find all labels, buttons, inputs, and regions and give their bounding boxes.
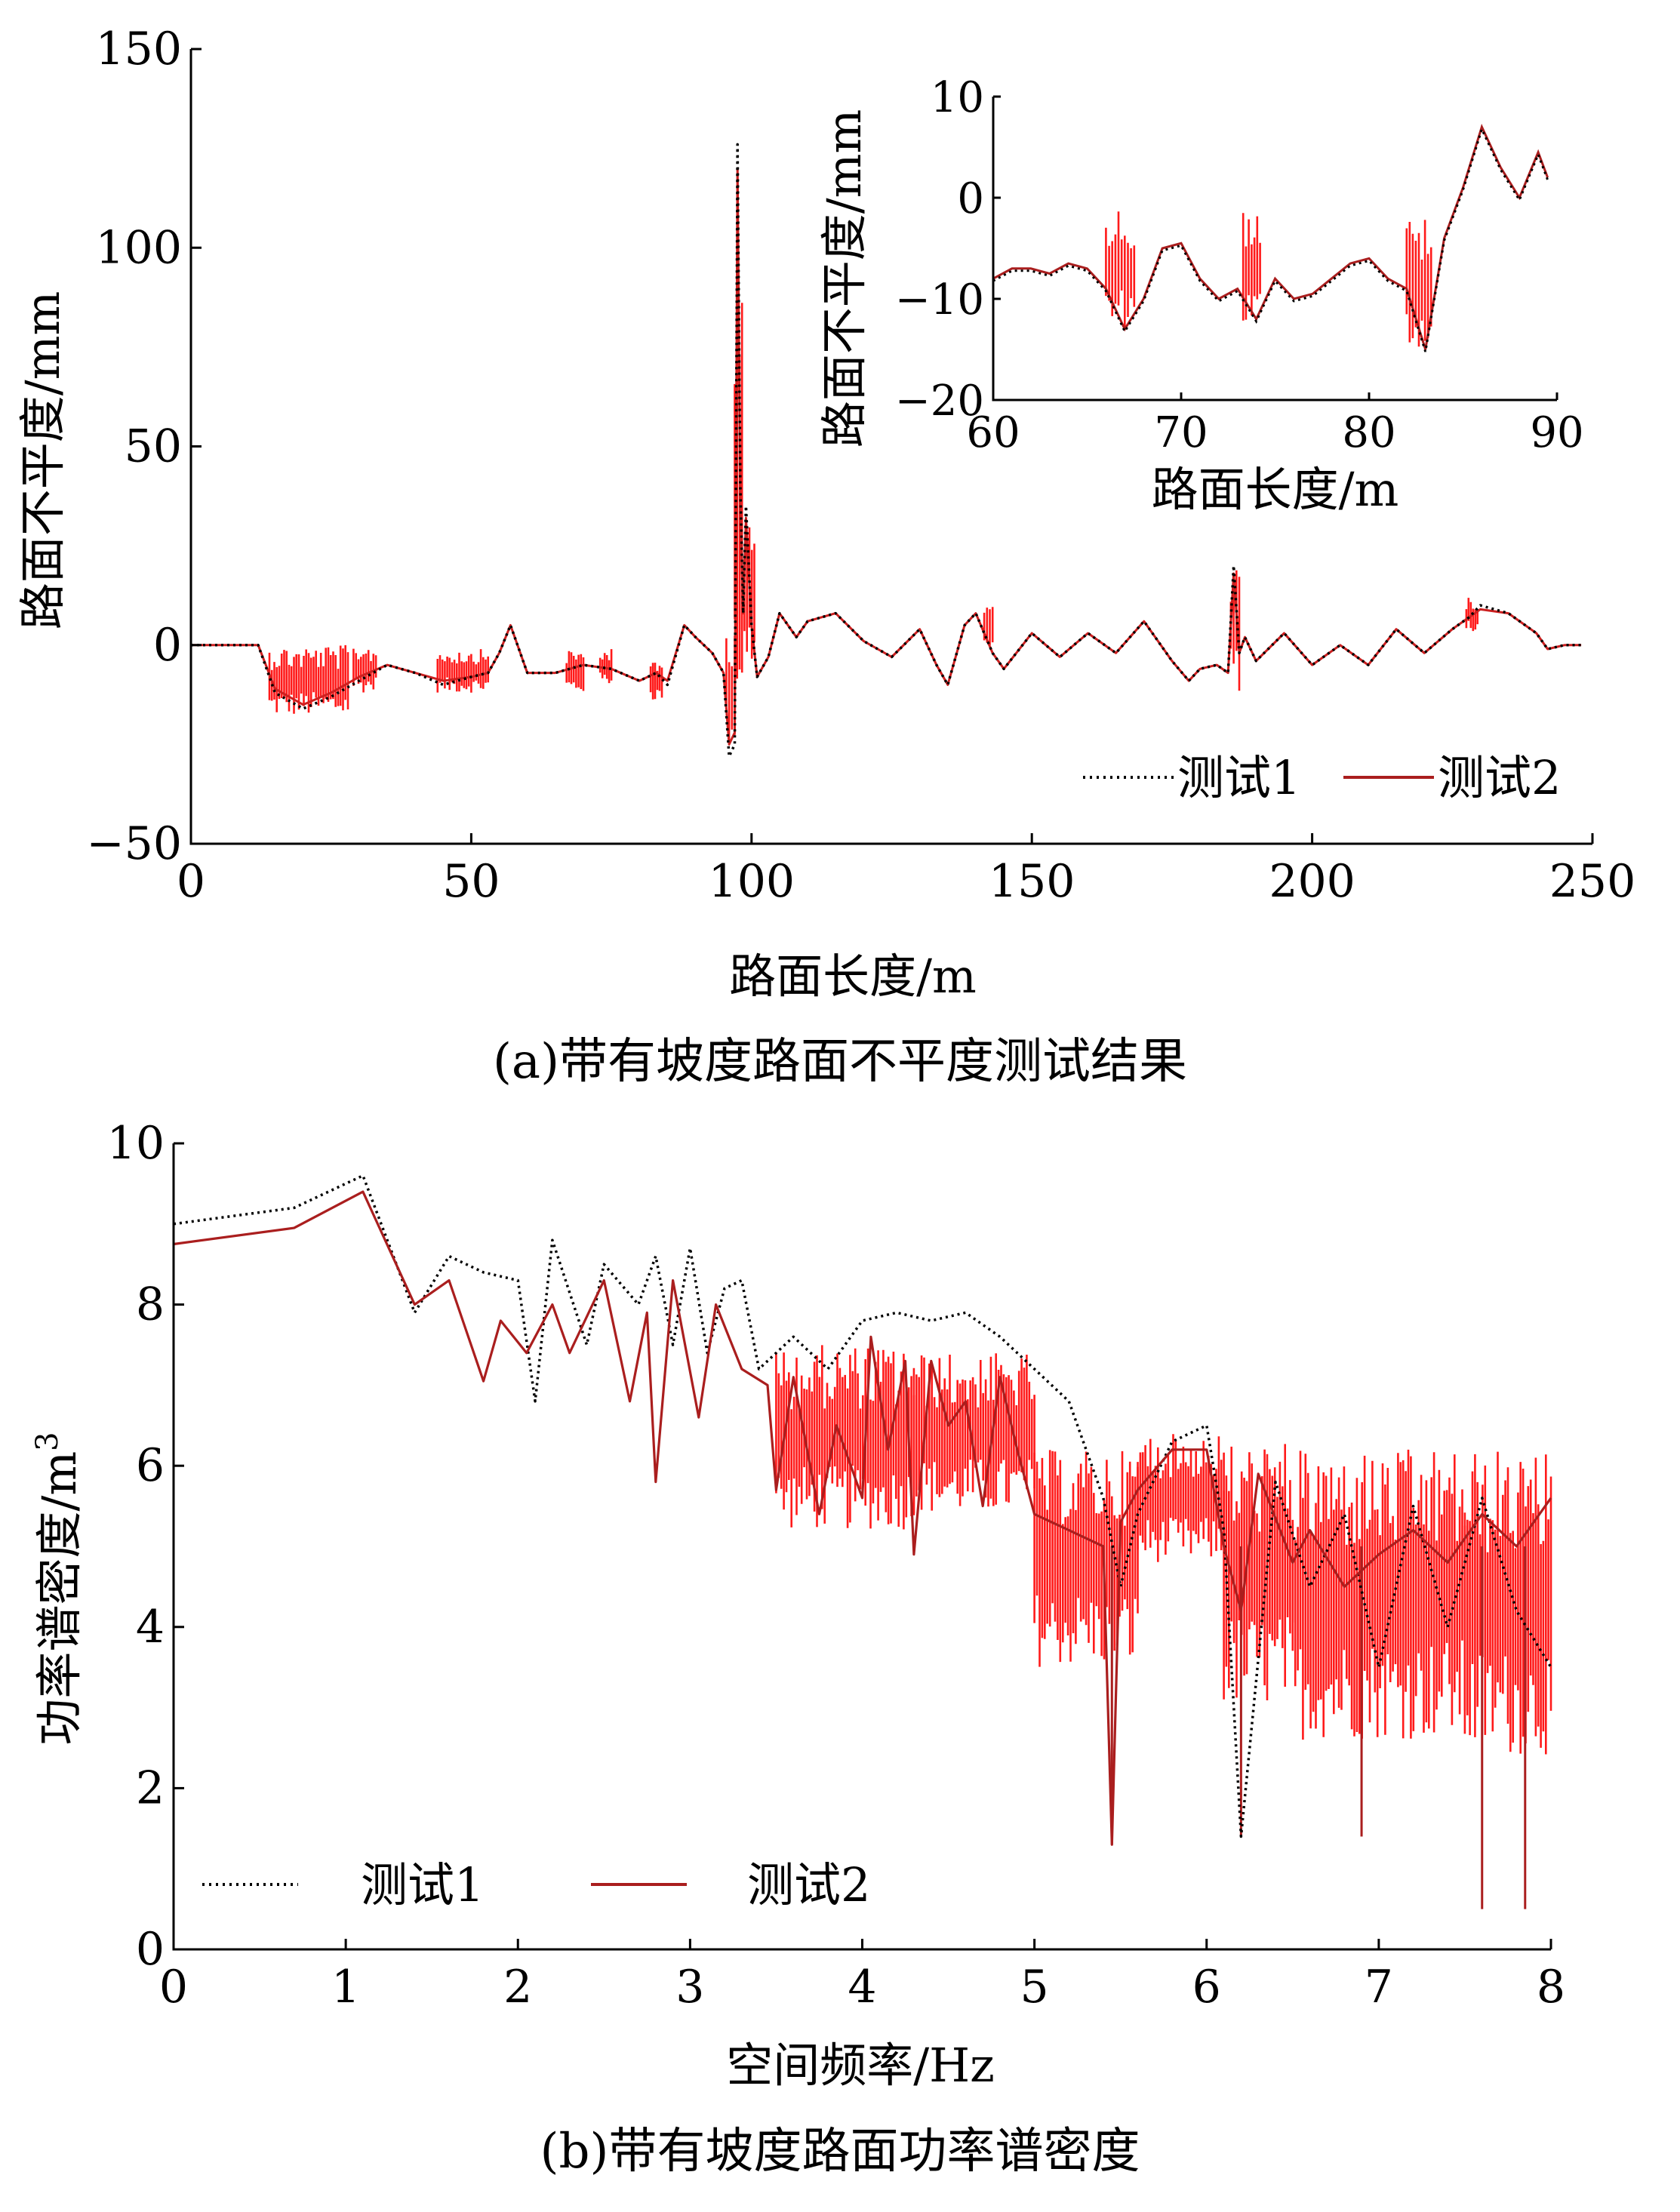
chart-a-legend-label-test2: 测试2: [1438, 750, 1561, 805]
chart-a-inset-y-tick-label: −20: [895, 377, 984, 426]
chart-a-burst: [649, 663, 663, 700]
chart-b-y-tick-label: 0: [136, 1923, 165, 1976]
chart-a-test1-series-line: [191, 143, 1582, 758]
chart-b-test2-series-line: [173, 1190, 1552, 1846]
chart-a-inset: 60 70 80 90 −20 −10 0 10 路面长度/m 路面不平度/mm: [817, 73, 1584, 517]
chart-a-inset-axis-frame: [992, 97, 1557, 401]
chart-b-x-tick-label: 4: [848, 1961, 876, 2014]
chart-a-caption: (a)带有坡度路面不平度测试结果: [493, 1034, 1187, 1090]
chart-a-y-tick-label: 0: [153, 619, 182, 672]
chart-b-y-tick-label: 6: [136, 1439, 165, 1492]
chart-b-y-axis-label-text: 功率谱密度/m: [32, 1451, 87, 1746]
chart-a-x-tick-label: 250: [1549, 855, 1636, 908]
chart-a-burst: [983, 607, 994, 645]
chart-b-x-tick-label: 6: [1192, 1961, 1221, 2014]
chart-b-burst: [1223, 1444, 1294, 1700]
chart-b-x-tick-label: 2: [503, 1961, 532, 2014]
chart-a-inset-y-axis-label: 路面不平度/mm: [817, 109, 872, 448]
chart-a-inset-y-tick-label: −10: [895, 275, 984, 325]
chart-a-legend: 测试1 测试2: [1083, 750, 1561, 805]
chart-a-x-tick-label: 50: [442, 855, 500, 908]
chart-b-x-tick-label: 5: [1020, 1961, 1049, 2014]
chart-a-inset-burst: [1405, 220, 1432, 347]
chart-a-inset-series-dotted: [992, 126, 1549, 352]
chart-a-inset-x-tick-label: 70: [1154, 408, 1208, 457]
chart-a-y-tick-label: 150: [95, 23, 182, 75]
chart-b-plot-area: [173, 1174, 1552, 1909]
chart-b-legend-label-test1: 测试1: [361, 1857, 484, 1912]
chart-b-x-tick-label: 0: [159, 1961, 188, 2014]
chart-a-x-tick-label: 150: [989, 855, 1075, 908]
chart-a-x-tick-label: 0: [177, 855, 205, 908]
chart-a-inset-series-line: [992, 124, 1549, 350]
chart-a-burst: [565, 651, 585, 691]
chart-a-burst: [725, 635, 736, 741]
chart-a-inset-x-tick-label: 60: [966, 408, 1020, 457]
chart-a-y-tick-label: 50: [125, 420, 182, 473]
chart-a-burst: [436, 649, 489, 693]
chart-b-burst: [1291, 1449, 1466, 1740]
chart-a-x-axis-label: 路面长度/m: [729, 949, 977, 1004]
chart-a-plot-area: [191, 143, 1582, 758]
chart-b-y-tick-label: 4: [136, 1601, 165, 1654]
chart-b-y-axis-label: 功率谱密度/m3: [30, 1432, 87, 1745]
chart-a-x-tick-label: 200: [1269, 855, 1355, 908]
chart-b-x-tick-label: 8: [1537, 1961, 1565, 2014]
chart-b-caption: (b)带有坡度路面功率谱密度: [540, 2124, 1140, 2180]
chart-a-inset-y-tick-label: 10: [931, 73, 984, 122]
chart-b-legend-label-test2: 测试2: [747, 1857, 870, 1912]
chart-a-inset-x-tick-label: 90: [1530, 408, 1583, 457]
chart-a-inset-burst: [1105, 211, 1136, 328]
chart-b-psd: 0 1 2 3 4 5 6 7 8 0 2 4 6 8 10 测试1 测试2 空间频率/Hz 功率谱密度/m…: [30, 1117, 1565, 2180]
chart-b-burst: [1463, 1451, 1552, 1755]
chart-b-burst: [1137, 1434, 1225, 1562]
chart-a-burst: [598, 649, 613, 684]
chart-b-burst: [1033, 1450, 1139, 1667]
chart-b-y-tick-label: 8: [136, 1278, 165, 1331]
chart-b-y-tick-label: 2: [136, 1761, 165, 1814]
chart-b-y-axis-label-sup: 3: [30, 1432, 65, 1451]
chart-a-y-tick-label: −50: [86, 817, 182, 870]
chart-a-inset-x-axis-label: 路面长度/m: [1152, 462, 1399, 517]
chart-b-burst: [912, 1353, 1035, 1513]
chart-b-legend: 测试1 测试2: [202, 1857, 870, 1912]
chart-b-x-tick-label: 7: [1365, 1961, 1393, 2014]
chart-b-x-axis-label: 空间频率/Hz: [726, 2038, 995, 2093]
chart-a-inset-burst: [1242, 213, 1261, 321]
chart-a-legend-label-test1: 测试1: [1177, 750, 1300, 805]
chart-a-y-axis-label: 路面不平度/mm: [15, 291, 70, 629]
chart-b-burst: [775, 1345, 915, 1530]
chart-b-x-tick-label: 3: [675, 1961, 704, 2014]
chart-a-inset-x-tick-label: 80: [1342, 408, 1395, 457]
chart-b-axes: 0 1 2 3 4 5 6 7 8 0 2 4 6 8 10: [107, 1117, 1565, 2014]
chart-b-x-tick-label: 1: [331, 1961, 360, 2014]
chart-a-inset-y-tick-label: 0: [957, 174, 984, 223]
chart-b-y-tick-label: 10: [107, 1117, 165, 1170]
chart-a-y-tick-label: 100: [95, 221, 182, 274]
chart-a-x-tick-label: 100: [709, 855, 795, 908]
